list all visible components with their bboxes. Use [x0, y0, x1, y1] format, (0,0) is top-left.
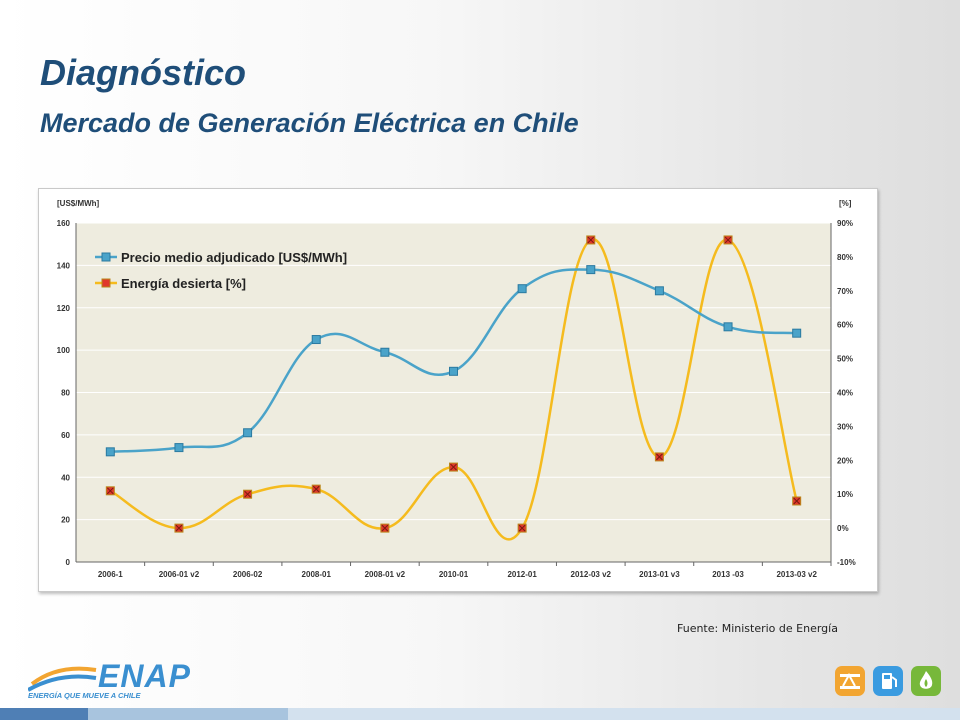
left-axis-label: [US$/MWh] [57, 199, 100, 208]
point-precio [723, 322, 733, 332]
point-precio [380, 347, 390, 357]
x-tick-label: 2006-1 [98, 570, 123, 579]
right-tick-label: 40% [837, 389, 853, 398]
x-tick-label: 2006-01 v2 [159, 570, 200, 579]
x-tick-label: 2006-02 [233, 570, 263, 579]
footer-bar [0, 708, 960, 720]
left-tick-label: 160 [57, 219, 71, 228]
point-precio [792, 328, 802, 338]
right-tick-label: 70% [837, 287, 853, 296]
point-precio [517, 284, 527, 294]
right-tick-label: -10% [837, 558, 856, 567]
point-energia [311, 484, 321, 494]
right-tick-label: 50% [837, 355, 853, 364]
oil-pump-icon [835, 666, 865, 696]
point-precio [243, 428, 253, 438]
logo-swoosh-icon [28, 666, 97, 692]
x-tick-label: 2010-01 [439, 570, 469, 579]
point-energia [517, 523, 527, 533]
right-tick-label: 80% [837, 253, 853, 262]
left-tick-label: 140 [57, 261, 71, 270]
chart-container: 0 20 40 60 80 100 120 140 160 -10% 0% 10% 20% 30% 40% 5… [38, 188, 878, 592]
flame-icon [911, 666, 941, 696]
left-tick-label: 120 [57, 304, 71, 313]
legend-label: Energía desierta [%] [121, 276, 246, 291]
x-tick-label: 2013-01 v3 [639, 570, 680, 579]
point-energia [174, 523, 184, 533]
left-tick-label: 80 [61, 389, 70, 398]
page-title: Diagnóstico [40, 52, 247, 93]
left-tick-label: 40 [61, 473, 70, 482]
point-energia [792, 496, 802, 506]
point-energia [449, 462, 458, 472]
point-energia [586, 235, 596, 245]
logo-tagline: ENERGÍA QUE MUEVE A CHILE [28, 691, 141, 700]
x-tick-label: 2008-01 v2 [365, 570, 406, 579]
legend-marker [101, 278, 111, 288]
x-tick-label: 2013 -03 [712, 570, 744, 579]
left-tick-label: 0 [66, 558, 71, 567]
company-logo: ENAP ENERGÍA QUE MUEVE A CHILE [28, 658, 190, 706]
point-precio [586, 265, 596, 275]
point-energia [380, 523, 390, 533]
point-precio [105, 447, 115, 457]
left-tick-label: 60 [61, 431, 70, 440]
right-tick-label: 10% [837, 490, 853, 499]
logo-wordmark: ENAP [98, 658, 191, 694]
left-tick-label: 20 [61, 516, 70, 525]
right-axis-label: [%] [839, 199, 852, 208]
right-tick-label: 0% [837, 524, 849, 533]
x-tick-label: 2013-03 v2 [776, 570, 817, 579]
x-tick-label: 2012-01 [507, 570, 537, 579]
x-tick-label: 2012-03 v2 [571, 570, 612, 579]
right-tick-label: 30% [837, 422, 853, 431]
point-energia [654, 452, 664, 462]
page-subtitle: Mercado de Generación Eléctrica en Chile [40, 108, 579, 138]
right-tick-label: 60% [837, 321, 853, 330]
line-chart: 0 20 40 60 80 100 120 140 160 -10% 0% 10% 20% 30% 40% 5… [57, 199, 856, 579]
right-tick-label: 90% [837, 219, 853, 228]
right-tick-label: 20% [837, 456, 853, 465]
fuel-pump-icon [873, 666, 903, 696]
point-precio [654, 286, 664, 296]
point-precio [174, 443, 184, 453]
point-precio [449, 366, 458, 376]
legend-marker [101, 252, 111, 262]
left-tick-label: 100 [57, 346, 71, 355]
point-energia [243, 489, 253, 499]
legend-label: Precio medio adjudicado [US$/MWh] [121, 250, 347, 265]
x-tick-label: 2008-01 [302, 570, 332, 579]
point-energia [105, 486, 115, 496]
point-precio [311, 335, 321, 345]
source-note: Fuente: Ministerio de Energía [677, 622, 838, 635]
point-energia [723, 235, 733, 245]
